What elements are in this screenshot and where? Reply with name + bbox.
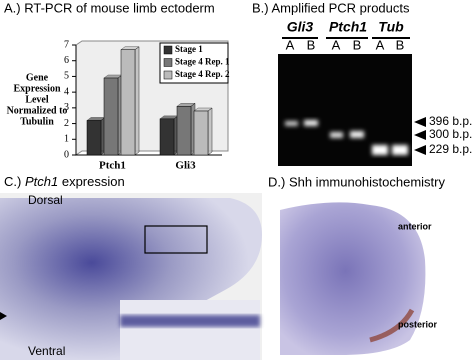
band [330,132,343,138]
size-arrow [414,117,426,127]
gene-label: Tub [378,19,404,35]
y-tick-label: 3 [64,102,69,113]
legend-label: Stage 4 Rep. 2 [175,69,230,79]
panel-c-title: C.) Ptch1 expression [4,174,125,189]
inset [120,300,260,360]
y-tick-label: 4 [64,86,69,97]
size-arrow [414,145,426,155]
y-tick-label: 5 [64,71,69,82]
y-tick-label: 7 [64,39,69,50]
ventral-label: Ventral [28,344,65,358]
y-axis-label: Tubulin [20,116,54,127]
y-axis-label: Level [25,94,49,105]
gene-label: Gli3 [287,19,314,35]
anterior-label: anterior [398,221,432,231]
y-axis-label: Expression [13,83,60,94]
bar [86,120,102,156]
gene: Ptch1 [25,174,58,189]
lane-label: B [353,37,362,52]
band [285,121,298,126]
posterior-label: posterior [398,319,438,329]
legend-swatch [163,70,173,80]
band [350,131,364,138]
y-tick-label: 6 [64,55,69,66]
band [372,145,388,155]
size-label: 300 b.p. [429,127,472,141]
band [392,145,408,155]
title-text: expression [62,174,125,189]
stain-edge [369,308,415,343]
bar [193,110,209,156]
x-tick-label: Gli3 [175,160,196,172]
panel-label: C.) [4,174,21,189]
size-arrow [414,130,426,140]
bar [176,106,192,156]
legend-label: Stage 4 Rep. 1 [175,57,230,67]
y-axis-label: Gene [26,72,49,83]
tissue-section [280,202,426,355]
lane-label: A [332,37,341,52]
bar-side [134,46,140,156]
y-tick-label: 2 [64,118,69,129]
inset-box [144,225,208,254]
size-label: 396 b.p. [429,114,472,128]
lane-label: A [286,37,295,52]
gene-label: Ptch1 [329,19,367,35]
band [304,120,318,126]
y-tick-label: 0 [64,149,69,160]
panel-b-title: B.) Amplified PCR products [252,0,410,15]
bar-side [207,107,213,156]
size-label: 229 b.p. [429,142,472,156]
panel-d-title: D.) Shh immunohistochemistry [268,174,445,189]
lane-label: B [396,37,405,52]
marker [0,312,7,320]
legend-swatch [163,58,173,67]
legend-label: Stage 1 [175,44,203,54]
bands [285,120,408,155]
lane-label: B [307,37,316,52]
gel [278,54,412,166]
tissue-section [0,198,262,360]
y-tick-label: 1 [64,134,69,145]
lane-label: A [376,37,385,52]
panel-a-title: A.) RT-PCR of mouse limb ectoderm [4,0,215,15]
x-tick-label: Ptch1 [99,160,126,172]
bar [120,49,136,156]
y-axis-label: Normalized to [7,105,68,116]
bar [103,77,119,156]
inset-stain [120,315,260,327]
legend-swatch [163,45,173,55]
bar [159,118,175,156]
dorsal-label: Dorsal [28,193,63,207]
